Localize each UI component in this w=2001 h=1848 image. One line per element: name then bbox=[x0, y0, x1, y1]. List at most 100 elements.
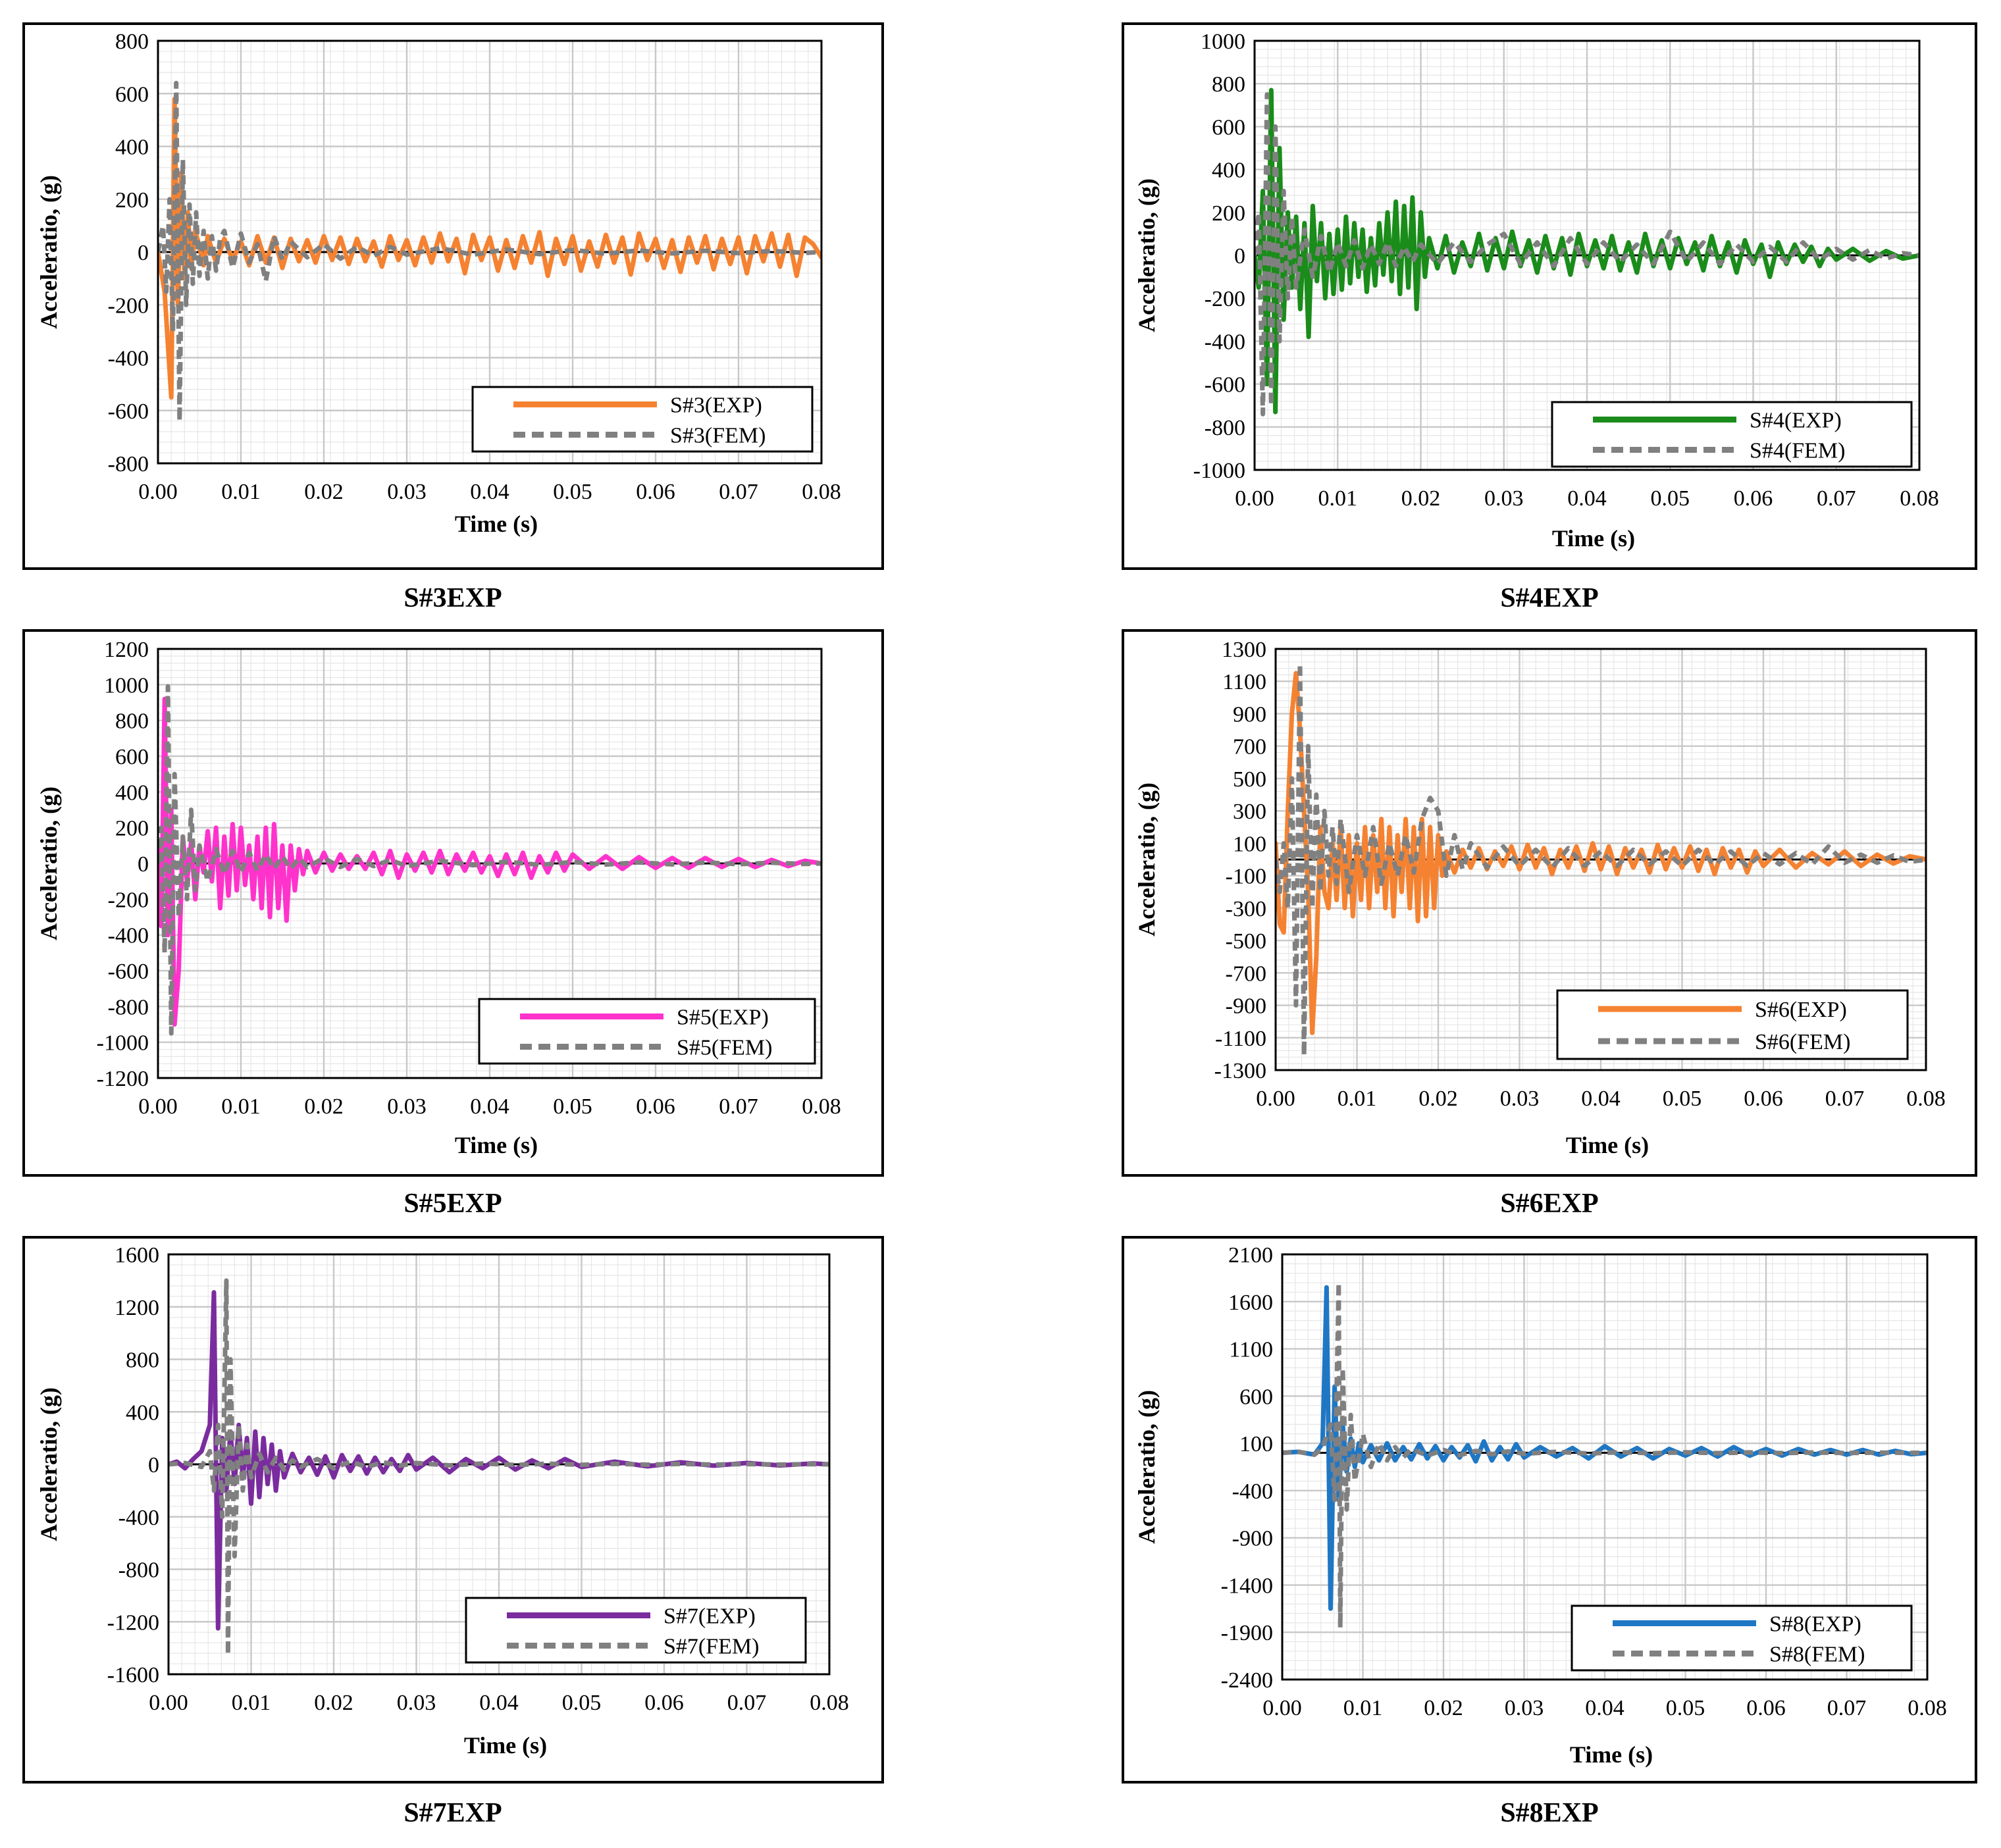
plot-area-border bbox=[157, 39, 823, 465]
y-tick-label: -1000 bbox=[97, 1031, 149, 1056]
x-tick-label: 0.00 bbox=[1262, 1696, 1302, 1720]
legend-label: S#7(EXP) bbox=[663, 1604, 756, 1628]
x-tick-label: 0.03 bbox=[1484, 486, 1524, 511]
y-tick-label: 1200 bbox=[115, 1296, 159, 1320]
plot-area-border bbox=[157, 648, 823, 1079]
y-tick-label: 1300 bbox=[1222, 638, 1266, 662]
y-tick-label: -700 bbox=[1226, 962, 1266, 986]
y-tick-label: -400 bbox=[1205, 330, 1245, 354]
x-tick-label: 0.03 bbox=[1500, 1087, 1540, 1111]
y-tick-label: 1100 bbox=[1229, 1338, 1273, 1362]
legend-box bbox=[465, 1597, 807, 1664]
legend-box bbox=[478, 998, 816, 1065]
y-tick-label: 800 bbox=[115, 709, 149, 734]
y-axis-title: Acceleratio, (g) bbox=[1133, 178, 1160, 332]
y-axis-title: Acceleratio, (g) bbox=[1133, 783, 1160, 937]
x-tick-label: 0.02 bbox=[304, 480, 344, 504]
series-group bbox=[169, 1278, 829, 1657]
x-tick-label: 0.03 bbox=[387, 1094, 427, 1119]
y-tick-label: -500 bbox=[1226, 929, 1266, 954]
series-group bbox=[158, 684, 821, 1036]
y-tick-label: -200 bbox=[1205, 287, 1245, 311]
y-tick-label: 400 bbox=[115, 781, 149, 805]
x-tick-label: 0.01 bbox=[1338, 1087, 1377, 1111]
series-group bbox=[1255, 88, 1919, 417]
series-line-fem bbox=[1282, 1280, 1927, 1630]
y-tick-label: 300 bbox=[1233, 800, 1266, 824]
x-tick-label: 0.05 bbox=[562, 1691, 602, 1715]
x-tick-label: 0.04 bbox=[1581, 1087, 1621, 1111]
x-axis-title: Time (s) bbox=[1552, 525, 1635, 552]
series-line-fem bbox=[158, 80, 821, 424]
legend: S#7(EXP) S#7(FEM) bbox=[465, 1597, 807, 1664]
x-tick-label: 0.05 bbox=[1666, 1696, 1705, 1720]
legend-label: S#8(EXP) bbox=[1769, 1612, 1861, 1636]
x-tick-label: 0.04 bbox=[470, 480, 509, 504]
legend-label: S#7(FEM) bbox=[663, 1635, 759, 1659]
x-tick-label: 0.08 bbox=[1908, 1696, 1947, 1720]
x-axis-title: Time (s) bbox=[464, 1732, 547, 1758]
legend-label: S#3(FEM) bbox=[670, 424, 766, 448]
x-tick-label: 0.02 bbox=[304, 1094, 344, 1119]
plot-area-border bbox=[167, 1253, 831, 1676]
x-tick-label: 0.02 bbox=[1424, 1696, 1463, 1720]
y-tick-label: 200 bbox=[115, 817, 149, 841]
x-tick-label: 0.01 bbox=[1343, 1696, 1383, 1720]
plot-area-border bbox=[1253, 39, 1921, 471]
y-tick-label: 600 bbox=[115, 82, 149, 107]
series-group bbox=[1276, 661, 1926, 1058]
legend-label: S#3(EXP) bbox=[670, 393, 762, 417]
x-tick-label: 0.06 bbox=[636, 1094, 675, 1119]
series-group bbox=[1282, 1280, 1927, 1630]
legend-box bbox=[1556, 989, 1909, 1060]
x-tick-label: 0.07 bbox=[1825, 1087, 1865, 1111]
x-tick-label: 0.08 bbox=[802, 1094, 841, 1119]
chart-panel: 1000 800 600 400 200 0 -200 -400 -600 -800 -1000 0.… bbox=[1122, 22, 1977, 613]
x-axis-title: Time (s) bbox=[1566, 1132, 1649, 1158]
legend-label: S#4(EXP) bbox=[1750, 408, 1842, 432]
y-tick-label: -100 bbox=[1226, 865, 1266, 889]
y-tick-label: 2100 bbox=[1228, 1243, 1273, 1268]
x-tick-label: 0.04 bbox=[479, 1691, 519, 1715]
series-line-fem bbox=[169, 1278, 829, 1657]
x-tick-label: 0.02 bbox=[1401, 486, 1441, 511]
y-tick-label: 600 bbox=[115, 745, 149, 769]
y-tick-label: -800 bbox=[108, 452, 149, 476]
y-tick-label: 1100 bbox=[1222, 670, 1266, 694]
legend-label: S#5(EXP) bbox=[677, 1005, 769, 1029]
y-tick-label: 500 bbox=[1233, 767, 1266, 792]
x-tick-label: 0.05 bbox=[553, 480, 592, 504]
y-tick-label: 600 bbox=[1212, 115, 1245, 140]
x-tick-label: 0.02 bbox=[314, 1691, 353, 1715]
chart-panel: 1200 1000 800 600 400 200 0 -200 -400 -600 -800 -10… bbox=[22, 629, 884, 1219]
y-tick-label: -2400 bbox=[1221, 1668, 1273, 1693]
y-tick-label: -800 bbox=[108, 995, 149, 1019]
x-tick-label: 0.03 bbox=[387, 480, 427, 504]
x-tick-label: 0.04 bbox=[1585, 1696, 1624, 1720]
x-tick-label: 0.07 bbox=[719, 1094, 758, 1119]
y-tick-label: -200 bbox=[108, 888, 149, 912]
legend-label: S#5(FEM) bbox=[677, 1036, 772, 1060]
legend-box bbox=[1571, 1604, 1913, 1672]
y-tick-label: 100 bbox=[1239, 1432, 1273, 1456]
y-tick-label: 1600 bbox=[1228, 1291, 1273, 1315]
x-tick-label: 0.06 bbox=[1744, 1087, 1783, 1111]
series-line-fem bbox=[1276, 661, 1926, 1058]
y-tick-label: 200 bbox=[115, 188, 149, 213]
x-tick-label: 0.07 bbox=[727, 1691, 767, 1715]
x-tick-label: 0.01 bbox=[221, 480, 261, 504]
y-tick-label: -900 bbox=[1232, 1527, 1273, 1551]
x-tick-label: 0.06 bbox=[636, 480, 675, 504]
panel-caption: S#6EXP bbox=[1500, 1189, 1598, 1219]
y-tick-label: 100 bbox=[1233, 832, 1266, 856]
chart-panel: 1600 1200 800 400 0 -400 -800 -1200 -1600 0.00 0.0… bbox=[22, 1236, 884, 1828]
panel-caption: S#4EXP bbox=[1500, 583, 1598, 613]
x-tick-label: 0.06 bbox=[644, 1691, 684, 1715]
y-tick-label: 700 bbox=[1233, 735, 1266, 759]
y-tick-label: 1200 bbox=[104, 638, 149, 662]
x-tick-label: 0.07 bbox=[1827, 1696, 1867, 1720]
y-tick-label: -400 bbox=[108, 347, 149, 371]
y-tick-label: -1600 bbox=[107, 1663, 159, 1687]
y-tick-label: -1000 bbox=[1193, 459, 1245, 483]
x-tick-label: 0.05 bbox=[553, 1094, 592, 1119]
